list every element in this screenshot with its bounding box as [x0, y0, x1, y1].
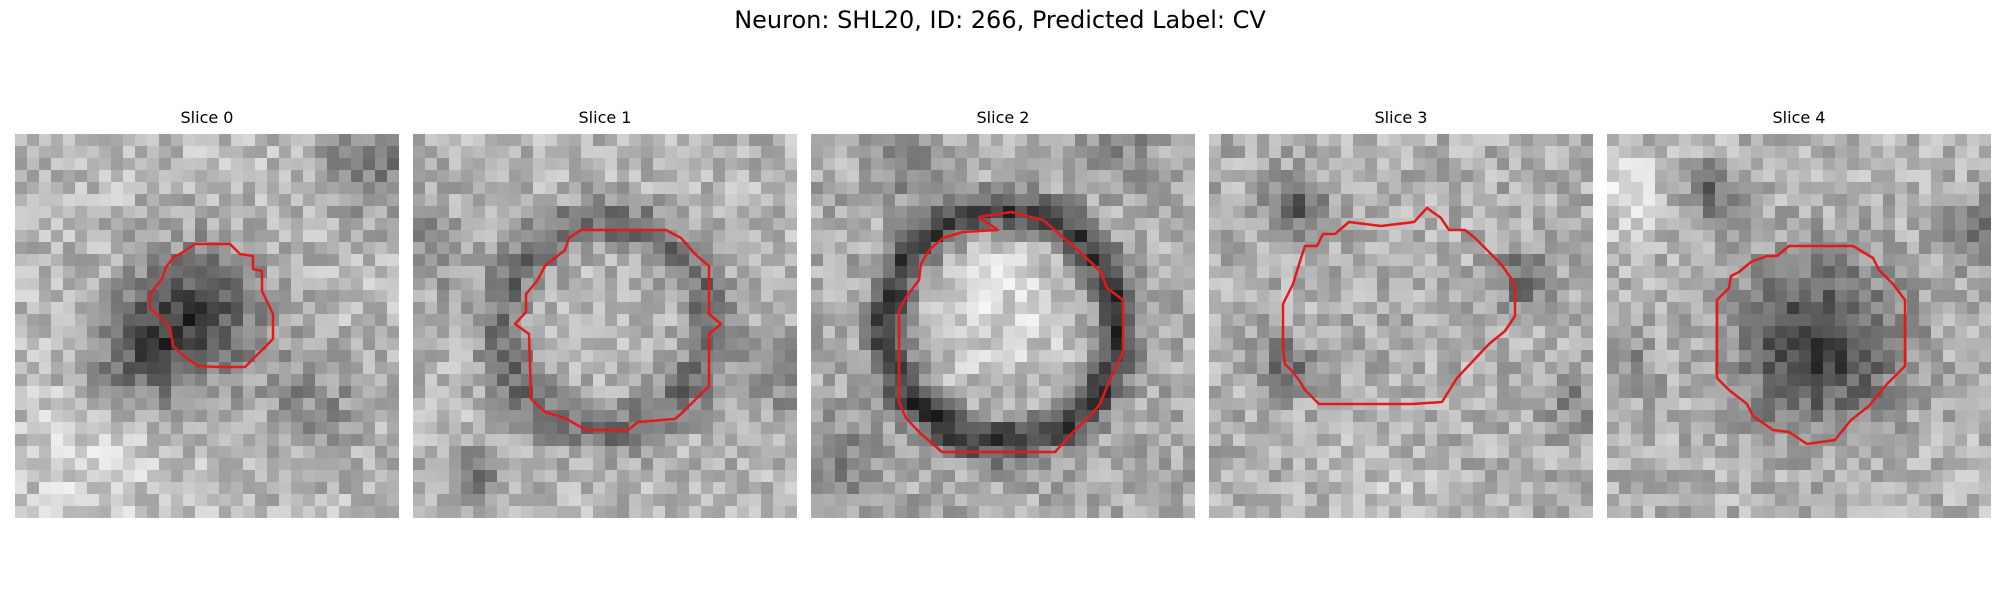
slice-image-2 [811, 134, 1195, 518]
slice-image-1 [413, 134, 797, 518]
roi-contour [148, 242, 275, 369]
slice-title-1: Slice 1 [578, 108, 632, 127]
figure-title: Neuron: SHL20, ID: 266, Predicted Label:… [734, 6, 1266, 34]
slice-image-3 [1209, 134, 1593, 518]
roi-contour [1281, 206, 1517, 406]
slice-raster-1 [413, 134, 797, 518]
roi-contour [513, 228, 723, 432]
roi-contour [897, 210, 1125, 454]
slice-raster-2 [811, 134, 1195, 518]
slice-title-0: Slice 0 [180, 108, 234, 127]
slice-raster-4 [1607, 134, 1991, 518]
roi-contour [1715, 244, 1907, 446]
slice-raster-3 [1209, 134, 1593, 518]
slice-title-2: Slice 2 [976, 108, 1030, 127]
slice-raster-0 [15, 134, 399, 518]
slice-image-0 [15, 134, 399, 518]
slice-title-3: Slice 3 [1374, 108, 1428, 127]
slice-title-4: Slice 4 [1772, 108, 1826, 127]
slice-image-4 [1607, 134, 1991, 518]
